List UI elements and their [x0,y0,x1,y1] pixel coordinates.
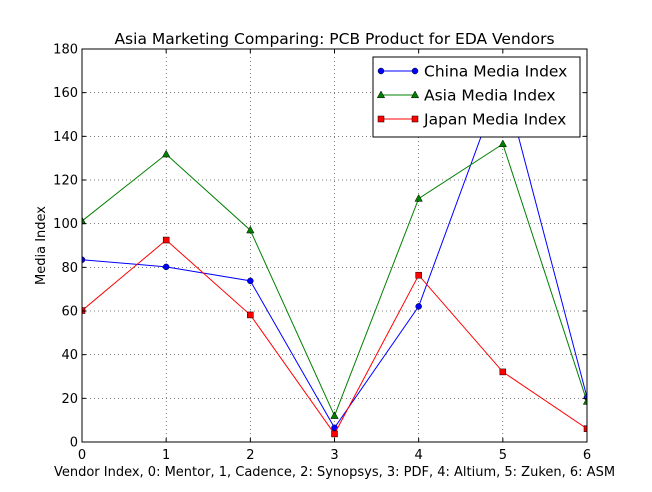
legend-marker [411,115,419,123]
legend-item: Asia Media Index [376,87,556,105]
legend-label: Asia Media Index [424,87,556,105]
series-asia-media-index [82,139,587,419]
x-tick-label: 4 [415,448,423,463]
y-tick-label: 100 [53,217,78,232]
data-point [498,139,507,148]
data-point [583,425,587,432]
data-point [247,277,254,285]
y-tick-label: 180 [53,43,78,58]
data-point [246,225,255,234]
legend-box [372,56,581,138]
y-tick-label: 160 [53,86,78,101]
y-tick-label: 60 [61,305,78,320]
x-tick-label: 5 [499,448,507,463]
legend-label: Japan Media Index [423,111,566,129]
y-axis-label: Media Index [34,206,49,285]
legend: China Media Index Asia Media Index Japan M… [372,56,581,138]
legend-label: China Media Index [424,63,567,81]
data-point [162,236,170,244]
data-point [582,397,587,405]
data-point [82,256,86,263]
x-tick-label: 2 [246,448,254,463]
legend-marker [410,90,420,99]
data-point [415,303,422,310]
legend-marker [411,67,419,75]
legend-item: China Media Index [377,63,567,81]
x-tick-label: 1 [162,448,170,463]
series-japan-media-index [82,236,587,438]
x-tick-label: 3 [330,448,338,463]
data-point [162,263,170,271]
y-tick-label: 120 [53,174,78,189]
y-tick-label: 40 [61,348,78,363]
x-tick-label: 0 [78,448,86,463]
legend-item: Japan Media Index [377,111,566,129]
data-point [330,411,339,419]
y-tick-label: 80 [61,261,78,276]
legend-marker [376,90,386,99]
data-point [415,271,422,279]
data-point [162,149,171,158]
x-axis-label: Vendor Index, 0: Mentor, 1, Cadence, 2: … [54,465,615,480]
legend-marker [377,67,385,75]
data-point [247,311,254,319]
legend-marker [377,115,385,123]
y-tick-label: 0 [70,436,78,451]
x-tick-label: 6 [583,448,591,463]
y-tick-label: 140 [53,130,78,145]
data-point [331,430,338,438]
y-tick-label: 20 [61,392,78,407]
data-point [414,194,423,202]
data-point [82,216,87,225]
chart-title: Asia Marketing Comparing: PCB Product fo… [114,30,554,48]
data-point [499,368,507,376]
